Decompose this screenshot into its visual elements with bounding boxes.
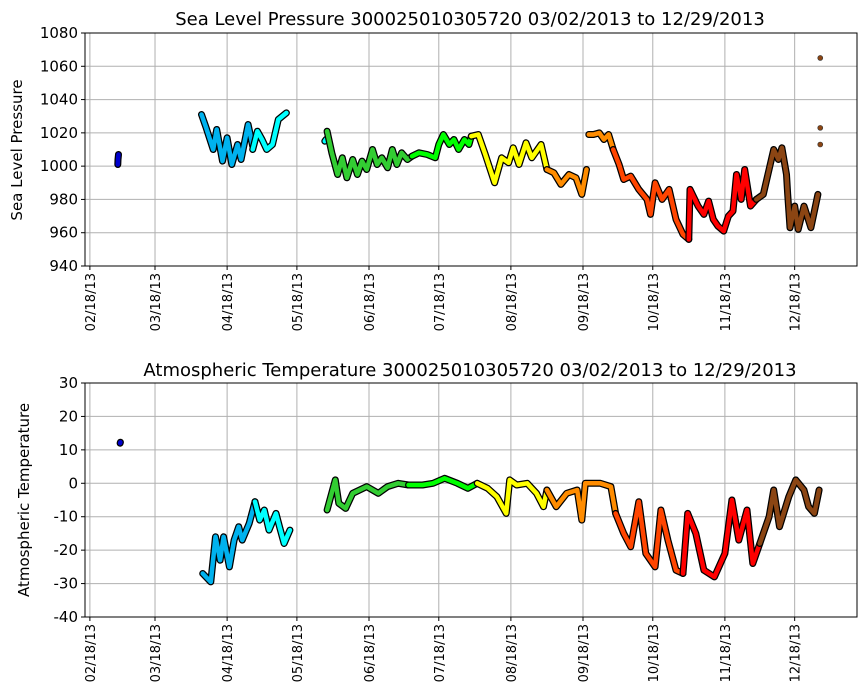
series-line-dec [757,477,822,546]
grid [85,382,857,618]
x-tick-label: 07/18/13 [433,273,448,331]
y-tick-label: 940 [49,257,78,275]
series-group [116,438,823,586]
y-tick-label: -10 [54,508,79,526]
series-line-aug [474,477,550,516]
series-line-may [252,499,293,546]
series-line-nov [686,167,759,242]
data-point-dec-outliers [817,55,824,61]
temperature-y-axis-label: Atmospheric Temperature [15,403,33,597]
y-tick-label: 20 [59,407,78,425]
series-group [114,55,824,243]
axes-frame [84,32,858,267]
y-tick-label: 1060 [40,57,78,75]
x-tick-label: 11/18/13 [719,273,734,331]
x-tick-label: 10/18/13 [647,273,662,331]
data-point-dec-outliers [817,141,824,148]
x-tick-label: 04/18/13 [221,273,236,331]
x-tick-label: 06/18/13 [363,273,378,331]
series-line-jul [409,132,474,161]
series-line-oct [613,499,686,576]
pressure-chart-title: Sea Level Pressure 300025010305720 03/02… [175,9,765,30]
series-line-apr [199,112,255,167]
x-tick-label: 06/18/13 [363,624,378,682]
series-line-sep [544,167,589,197]
x-tick-label: 02/18/13 [84,624,99,682]
y-tick-label: 0 [68,474,78,492]
series-line-mar [115,152,121,167]
x-tick-label: 10/18/13 [647,624,662,682]
x-tick-label: 03/18/13 [149,624,164,682]
series-line-jul [406,476,480,491]
series-line-dec [754,145,821,232]
x-tick-label: 05/18/13 [291,624,306,682]
y-tick-label: 10 [59,441,78,459]
y-tick-label: 980 [49,190,78,208]
y-tick-label: 1040 [40,91,78,109]
series-line-sep-b [586,130,616,152]
y-tick-label: 1000 [40,157,78,175]
data-point-dec-outliers [817,125,824,131]
x-tick-label: 08/18/13 [505,624,520,682]
series-line-jun [324,128,415,181]
x-tick-label: 04/18/13 [221,624,236,682]
series-line-may [250,110,289,152]
series-line-oct [610,147,692,242]
y-tick-label: -20 [54,541,79,559]
pressure-subplot: Sea Level Pressure 300025010305720 03/02… [8,9,858,331]
x-tick-label: 02/18/13 [84,273,99,331]
y-tick-label: 960 [49,224,78,242]
y-tick-label: 30 [59,374,78,392]
grid [85,32,857,267]
x-tick-label: 07/18/13 [433,624,448,682]
x-tick-label: 12/18/13 [789,273,804,331]
x-tick-label: 11/18/13 [719,624,734,682]
series-line-aug [469,132,550,186]
x-tick-label: 12/18/13 [789,624,804,682]
series-line-apr [200,499,258,585]
y-tick-label: -40 [54,608,79,626]
x-tick-label: 09/18/13 [577,273,592,331]
y-tick-label: -30 [54,575,79,593]
x-tick-label: 09/18/13 [577,624,592,682]
x-tick-label: 05/18/13 [291,273,306,331]
temperature-subplot: Atmospheric Temperature 300025010305720 … [15,360,858,682]
series-line-jun [324,477,411,513]
axes-frame [84,382,858,618]
y-tick-label: 1020 [40,124,78,142]
x-tick-label: 08/18/13 [505,273,520,331]
pressure-y-axis-label: Sea Level Pressure [8,79,26,220]
series-line-nov [680,497,763,580]
temperature-chart-title: Atmospheric Temperature 300025010305720 … [143,360,796,381]
x-tick-label: 03/18/13 [149,273,164,331]
series-line-sep [544,481,618,523]
y-tick-label: 1080 [40,24,78,42]
